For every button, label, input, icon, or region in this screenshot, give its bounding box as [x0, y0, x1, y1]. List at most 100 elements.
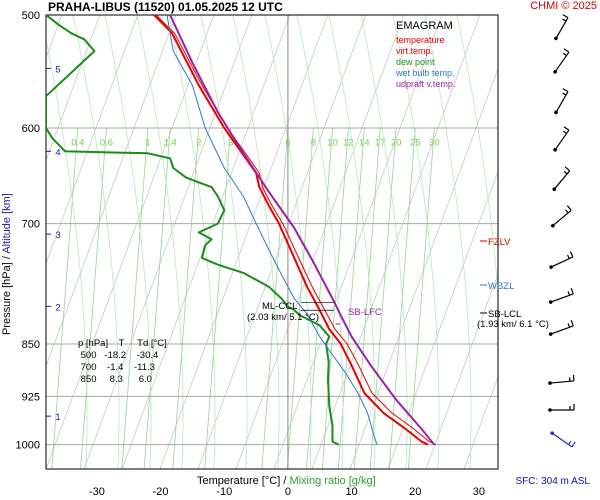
wind-barb-feather	[562, 18, 567, 22]
dry-adiabat	[425, 273, 498, 469]
pressure-tick-label: 1000	[16, 440, 40, 452]
altitude-tick-label: 1	[55, 412, 60, 423]
mixing-ratio-line	[369, 127, 397, 469]
table-row: 850 8.3 6.0	[78, 374, 152, 385]
series-temperature	[153, 15, 429, 446]
y-axis-label-pressure: Pressure [hPa]	[1, 262, 13, 335]
mixing-ratio-label: 1.4	[164, 137, 177, 148]
table-header: p [hPa] T Td [°C]	[78, 338, 167, 349]
wind-barb-feather	[567, 291, 571, 296]
x-axis-label-temp: Temperature [°C]	[197, 475, 281, 487]
mixing-ratio-label: 10	[327, 137, 338, 148]
mixing-ratio-label: 12	[343, 137, 354, 148]
mixing-ratio-label: 20	[391, 137, 402, 148]
wind-barb-feather	[570, 288, 574, 295]
wind-barb-dot	[549, 265, 553, 269]
wind-barb-dot	[548, 332, 553, 336]
wind-barb	[548, 320, 574, 336]
copyright-text: CHMI © 2025	[530, 0, 597, 12]
moist-adiabat	[328, 15, 376, 469]
mixing-ratio-line	[337, 127, 365, 469]
wind-barb	[549, 251, 574, 269]
dry-adiabat	[502, 9, 600, 469]
wind-barb-dot	[552, 187, 557, 191]
series-udpraft-v-temp	[169, 15, 436, 446]
mixing-ratio-line	[51, 127, 79, 469]
dry-adiabat	[578, 9, 600, 469]
wind-barb-dot	[550, 431, 554, 435]
chart-series	[46, 15, 437, 446]
mixing-ratio-label: 1	[145, 137, 150, 148]
wind-barb-feather	[562, 88, 569, 93]
dry-adiabat	[197, 15, 367, 469]
temperature-tick-label: 0	[285, 486, 291, 498]
mixing-ratio-label: 2	[196, 137, 201, 148]
wind-barb	[553, 48, 570, 74]
mixing-ratio-line	[353, 127, 381, 469]
moist-adiabat	[424, 15, 472, 469]
moist-adiabat	[392, 15, 440, 469]
wind-barb	[554, 14, 569, 41]
wind-barb-staff	[551, 432, 573, 448]
y-axis-label: Pressure [hPa] / Altitude [km]	[1, 193, 13, 335]
wind-barb-feather	[563, 170, 568, 175]
pressure-tick-label: 600	[22, 123, 40, 135]
wind-barb-feather	[564, 166, 571, 172]
wind-barb-feather	[568, 440, 572, 445]
y-axis-label-sep: /	[1, 253, 13, 263]
series-dew-point	[46, 15, 340, 446]
wind-barb	[548, 374, 575, 385]
x-axis-label: Temperature [°C] / Mixing ratio [g/kg]	[197, 475, 376, 487]
dry-adiabat	[235, 15, 405, 469]
wind-barb-dot	[548, 381, 552, 385]
table-row: 700 -1.4 -11.3	[78, 362, 155, 373]
temperature-tick-label: -10	[216, 486, 232, 498]
dry-adiabat	[46, 15, 139, 265]
wind-barb-feather	[562, 92, 567, 96]
wind-barb	[553, 126, 570, 152]
wind-barb-feather	[569, 251, 574, 258]
dry-adiabat	[121, 15, 291, 469]
legend-item-wet-bulb: wet bulb temp.	[396, 68, 455, 78]
legend-item-virt-temp: virt.temp.	[396, 46, 434, 56]
wind-barb-feather	[571, 441, 576, 448]
wind-barb-feather	[572, 374, 575, 382]
moist-adiabat	[136, 15, 184, 469]
moist-adiabat	[232, 15, 280, 469]
mixing-ratio-line	[407, 127, 435, 469]
chart-grid	[46, 9, 600, 469]
legend-item-temperature: temperature	[396, 35, 445, 45]
wind-barb	[554, 88, 569, 115]
wind-barb-feather	[570, 320, 574, 327]
mixing-ratio-label: 0.6	[100, 137, 113, 148]
mixing-ratio-line	[286, 127, 314, 469]
dry-adiabat	[349, 67, 498, 469]
moist-adiabat	[104, 15, 152, 469]
wind-barb-dot	[553, 148, 557, 152]
dry-adiabat	[46, 15, 215, 469]
dry-adiabat	[273, 15, 443, 469]
altitude-tick-label: 3	[55, 230, 60, 241]
mixing-ratio-label: 8	[311, 137, 316, 148]
wind-barb	[548, 288, 574, 304]
altitude-tick-label: 5	[55, 64, 60, 75]
wind-barb	[551, 205, 572, 228]
temperature-tick-label: 30	[473, 486, 485, 498]
mixing-ratio-label: 6	[285, 137, 290, 148]
wind-barb-staff	[550, 256, 574, 268]
mixing-ratio-line	[204, 127, 232, 469]
wind-barb-feather	[562, 130, 567, 134]
sb-lcl-sub: (1.93 km/ 6.1 °C)	[477, 319, 549, 330]
pressure-tick-label: 925	[22, 391, 40, 403]
ml-ccl-label: ML-CCL	[262, 301, 297, 312]
dry-adiabat	[46, 15, 101, 162]
mixing-ratio-line	[143, 127, 171, 469]
wind-barb	[552, 166, 571, 191]
wind-barb-feather	[566, 205, 572, 211]
wind-barb-feather	[567, 254, 570, 259]
mixing-ratio-label: 17	[375, 137, 386, 148]
legend-item-dew-point: dew point	[396, 57, 435, 67]
temperature-tick-label: -30	[89, 486, 105, 498]
